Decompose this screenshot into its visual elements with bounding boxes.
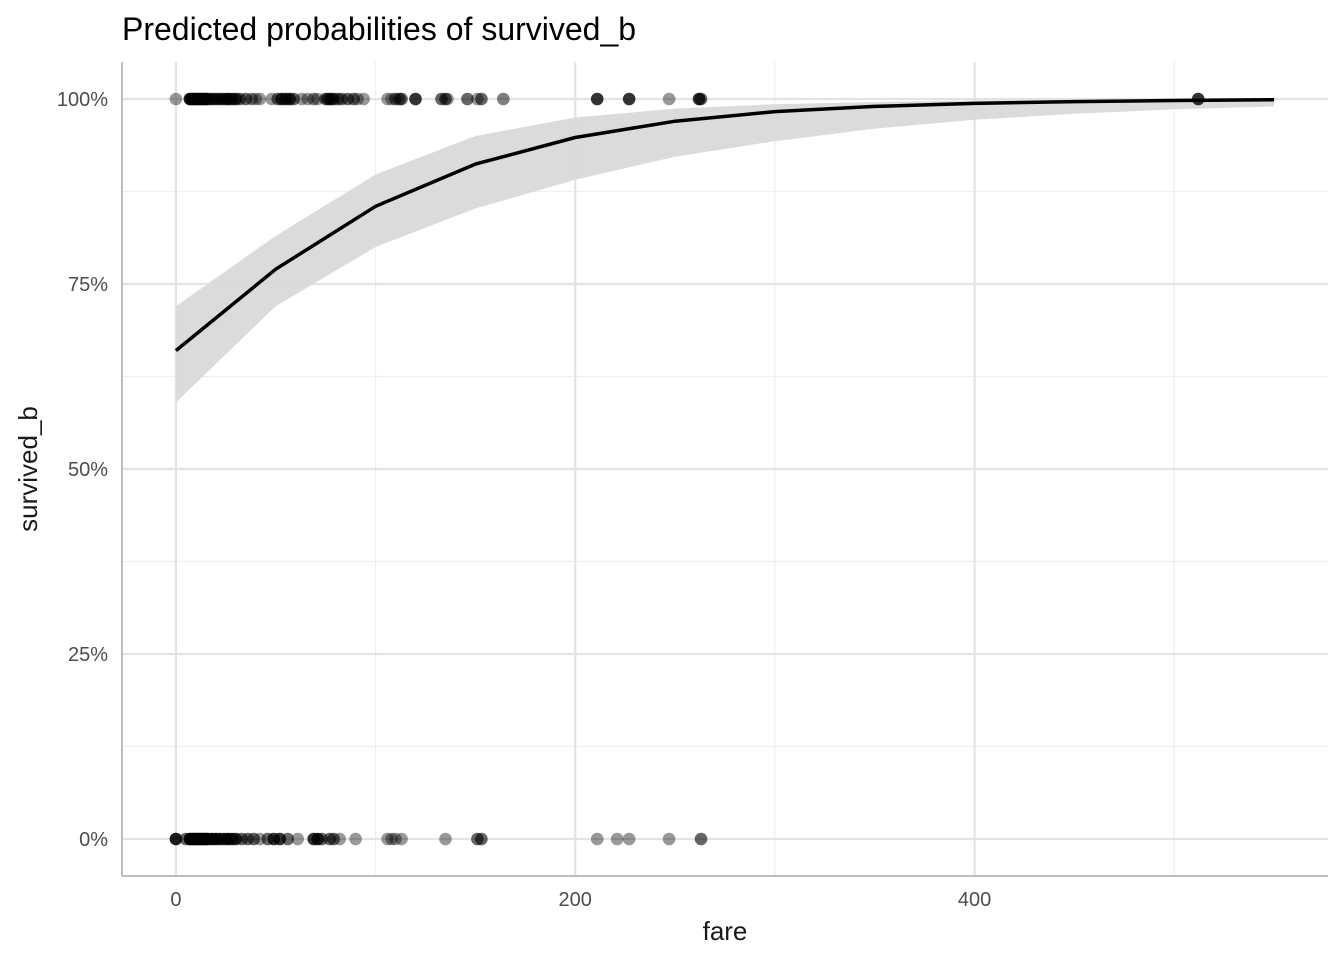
survived-point-55 bbox=[475, 92, 488, 106]
died-point-37 bbox=[389, 832, 402, 846]
survived-point-41 bbox=[347, 92, 360, 106]
died-point-0 bbox=[169, 832, 183, 846]
died-point-42 bbox=[590, 832, 604, 846]
survived-point-59 bbox=[662, 92, 676, 106]
died-point-21 bbox=[247, 832, 261, 846]
prediction-line-group bbox=[174, 97, 1275, 352]
observation-points bbox=[169, 92, 1205, 846]
survived-point-52 bbox=[441, 92, 454, 106]
died-point-26 bbox=[281, 832, 295, 846]
x-tick-label-2: 400 bbox=[958, 889, 991, 911]
survived-point-56 bbox=[497, 92, 510, 106]
died-point-44 bbox=[622, 832, 636, 846]
survived-point-31 bbox=[307, 92, 320, 106]
died-point-41 bbox=[475, 832, 488, 846]
died-point-36 bbox=[385, 832, 398, 846]
survived-point-51 bbox=[439, 92, 452, 106]
survived-point-21 bbox=[249, 92, 263, 106]
survived-point-58 bbox=[622, 92, 636, 106]
x-axis-title: fare bbox=[703, 916, 748, 946]
y-tick-label-0: 0% bbox=[79, 829, 108, 851]
survived-point-20 bbox=[245, 92, 259, 106]
y-tick-labels: 0% 25% 50% 75% 100% bbox=[57, 89, 108, 851]
y-tick-label-2: 50% bbox=[68, 459, 108, 481]
died-point-43 bbox=[610, 832, 624, 846]
survived-point-49 bbox=[409, 92, 422, 106]
survived-point-0 bbox=[169, 92, 183, 106]
axes bbox=[121, 62, 1328, 877]
prediction-line bbox=[174, 97, 1275, 352]
x-tick-label-0: 0 bbox=[170, 889, 181, 911]
y-axis-title: survived_b bbox=[13, 406, 43, 532]
survived-point-42 bbox=[351, 92, 364, 106]
died-point-34 bbox=[349, 832, 362, 846]
died-point-46 bbox=[694, 832, 708, 846]
died-point-35 bbox=[381, 832, 394, 846]
died-point-32 bbox=[327, 832, 340, 846]
died-point-38 bbox=[395, 832, 408, 846]
chart-title: Predicted probabilities of survived_b bbox=[122, 11, 636, 47]
survived-point-22 bbox=[253, 92, 267, 106]
died-point-33 bbox=[333, 832, 346, 846]
x-tick-label-1: 200 bbox=[559, 889, 592, 911]
x-tick-labels: 0 200 400 bbox=[170, 889, 991, 911]
y-tick-label-4: 100% bbox=[57, 89, 108, 111]
survived-point-48 bbox=[395, 92, 408, 106]
y-tick-label-1: 25% bbox=[68, 644, 108, 666]
survived-point-57 bbox=[590, 92, 604, 106]
died-point-39 bbox=[439, 832, 452, 846]
died-point-45 bbox=[662, 832, 676, 846]
died-point-27 bbox=[291, 832, 305, 846]
y-tick-label-3: 75% bbox=[68, 274, 108, 296]
survived-point-61 bbox=[694, 92, 708, 106]
survived-point-29 bbox=[295, 92, 309, 106]
survived-point-53 bbox=[461, 92, 474, 106]
survived-point-28 bbox=[287, 92, 301, 106]
survived-point-43 bbox=[357, 92, 370, 106]
